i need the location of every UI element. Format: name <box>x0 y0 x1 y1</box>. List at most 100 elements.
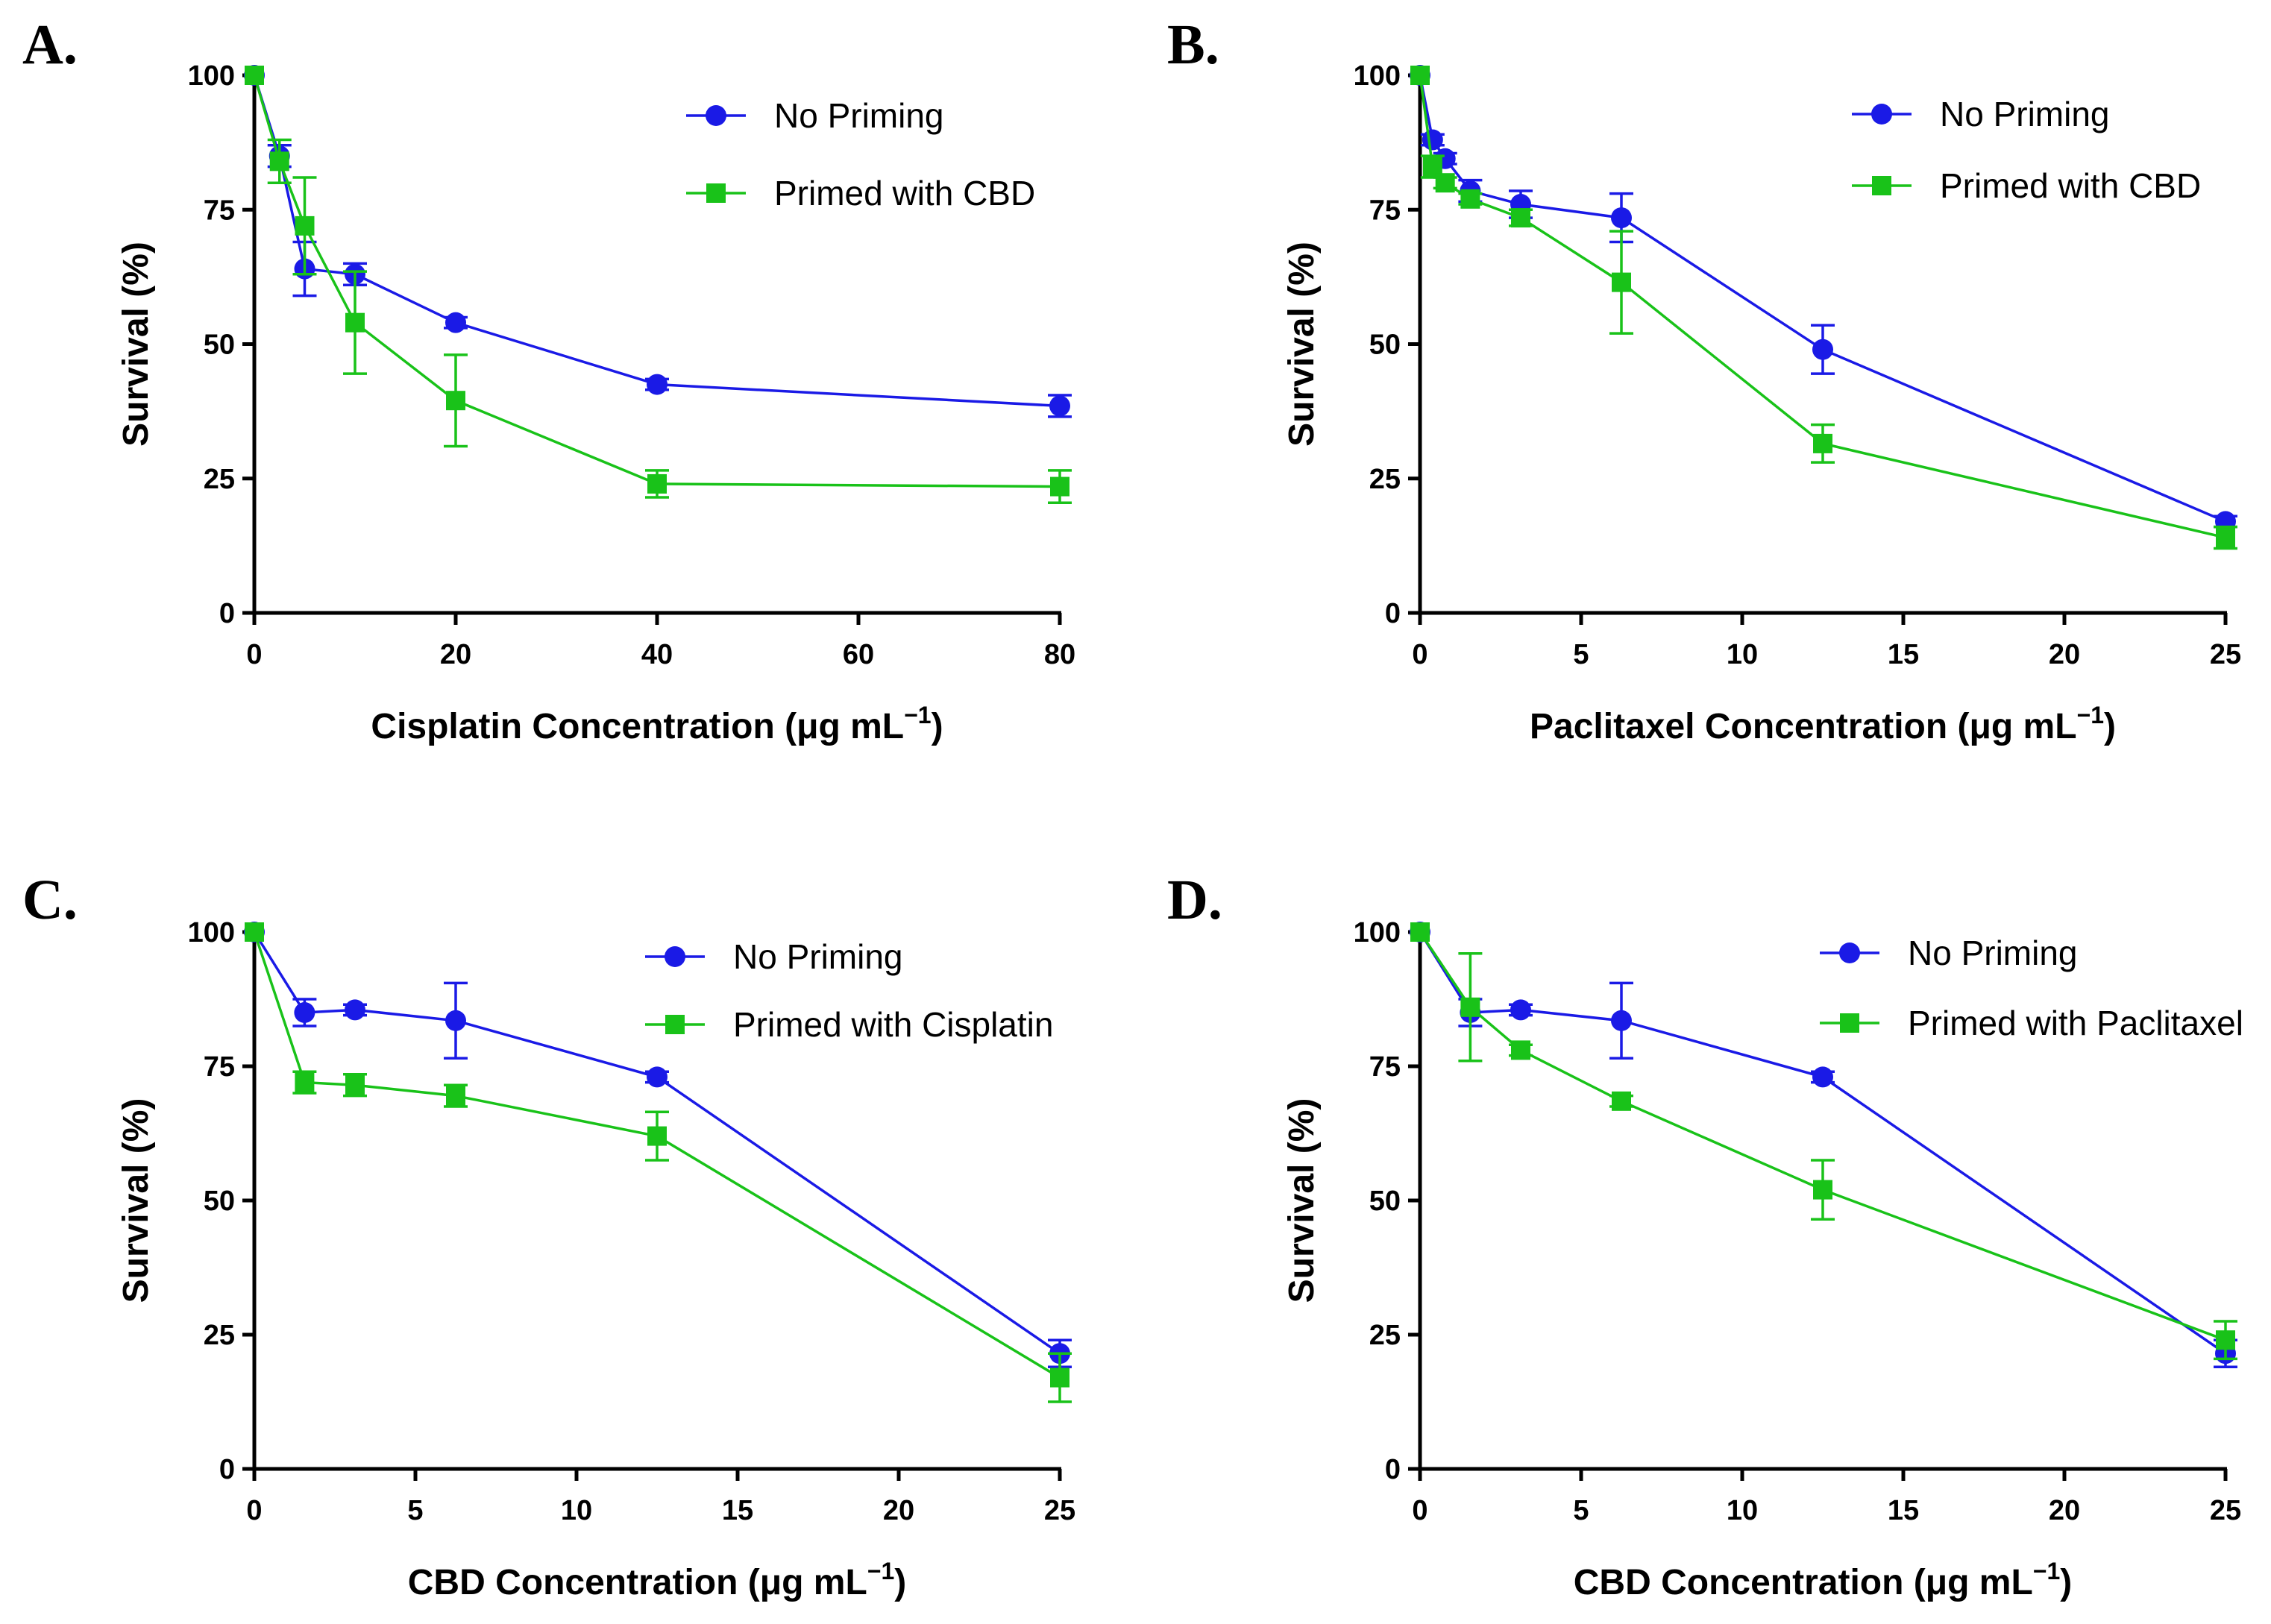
x-tick-label: 20 <box>440 639 471 670</box>
legend-label: Primed with CBD <box>1940 166 2201 205</box>
data-point <box>446 391 465 411</box>
series-line <box>253 75 1061 488</box>
data-point <box>295 1072 315 1092</box>
series-primed <box>1410 66 2237 550</box>
x-tick-label: 15 <box>722 1495 753 1526</box>
y-axis-title: Survival (%) <box>116 1098 156 1303</box>
data-point <box>1435 173 1455 193</box>
legend-item: No Priming <box>686 96 944 135</box>
x-tick-label: 0 <box>1412 1495 1427 1526</box>
data-point <box>1510 999 1531 1021</box>
y-tick-label: 0 <box>1385 1454 1401 1485</box>
y-tick-label: 25 <box>204 1320 235 1351</box>
legend-marker <box>1871 104 1892 125</box>
data-point <box>1460 997 1480 1017</box>
x-tick-label: 80 <box>1044 639 1075 670</box>
chart-panel-b: B. 0 25 50 75 100 0 5 10 15 20 25 Survival (%) Paclit… <box>1167 13 2241 746</box>
y-tick-label: 0 <box>219 598 235 629</box>
data-point <box>1422 129 1443 151</box>
data-point <box>1612 272 1631 292</box>
data-point <box>1460 189 1480 209</box>
x-axis-title-superscript: −1 <box>904 702 931 728</box>
x-axis-title-close: ) <box>932 707 943 746</box>
series-primed <box>245 922 1072 1403</box>
chart-panel-a: A. 0 25 50 75 100 0 20 40 60 80 Survival (%) Cisplat… <box>22 13 1075 746</box>
data-point <box>1611 1010 1632 1031</box>
data-point <box>647 1126 667 1146</box>
x-tick-label: 15 <box>1888 1495 1919 1526</box>
legend-marker <box>1872 176 1891 195</box>
data-point <box>1410 66 1430 85</box>
x-axis-title-main: Paclitaxel Concentration (μg mL <box>1530 707 2077 746</box>
y-tick-label: 100 <box>1354 917 1401 948</box>
series-line <box>253 931 1061 1379</box>
y-tick-label: 100 <box>188 60 235 92</box>
data-point <box>1813 433 1832 453</box>
legend-item: No Priming <box>645 937 903 976</box>
data-point <box>1050 1368 1069 1388</box>
x-tick-label: 20 <box>2049 1495 2080 1526</box>
y-tick-label: 0 <box>1385 598 1401 629</box>
legend-marker <box>1839 942 1860 963</box>
x-axis-title-main: Cisplatin Concentration (μg mL <box>371 707 904 746</box>
x-axis-title-close: ) <box>2104 707 2116 746</box>
x-axis-title: Cisplatin Concentration (μg mL−1) <box>371 702 943 746</box>
data-point <box>245 922 264 942</box>
y-tick-label: 25 <box>1369 1320 1401 1351</box>
data-point <box>245 66 264 85</box>
x-tick-label: 60 <box>843 639 874 670</box>
legend-label: No Priming <box>1908 934 2078 972</box>
y-axis-title: Survival (%) <box>116 242 156 447</box>
data-point <box>269 151 289 171</box>
data-point <box>647 473 667 494</box>
x-axis-title-main: CBD Concentration (μg mL <box>1574 1563 2033 1602</box>
x-tick-label: 5 <box>407 1495 423 1526</box>
panel-letter: C. <box>22 869 78 931</box>
x-tick-label: 25 <box>2210 639 2241 670</box>
data-point <box>1050 476 1069 497</box>
data-point <box>647 374 668 395</box>
series-line <box>1419 931 2226 1341</box>
series-line <box>1419 75 2226 539</box>
legend-marker <box>706 183 726 203</box>
y-tick-label: 0 <box>219 1454 235 1485</box>
x-tick-label: 0 <box>1412 639 1427 670</box>
x-tick-label: 10 <box>1727 639 1758 670</box>
legend-marker <box>1840 1013 1859 1033</box>
legend-label: No Priming <box>1940 95 2110 133</box>
data-point <box>2216 1330 2235 1350</box>
series-line <box>1419 931 2226 1355</box>
x-tick-label: 20 <box>883 1495 914 1526</box>
y-tick-label: 75 <box>204 1051 235 1083</box>
y-tick-label: 75 <box>1369 195 1401 226</box>
panel-letter: D. <box>1167 869 1222 931</box>
data-point <box>295 215 315 236</box>
y-tick-label: 75 <box>1369 1051 1401 1083</box>
data-point <box>1611 207 1632 229</box>
series-no-priming <box>244 65 1072 418</box>
legend-item: No Priming <box>1820 934 2078 972</box>
x-tick-label: 20 <box>2049 639 2080 670</box>
data-point <box>1511 208 1530 228</box>
legend-marker <box>665 946 685 967</box>
x-tick-label: 5 <box>1573 1495 1589 1526</box>
x-axis-title: CBD Concentration (μg mL−1) <box>408 1558 906 1602</box>
x-axis-title-close: ) <box>2060 1563 2072 1602</box>
chart-panel-c: C. 0 25 50 75 100 0 5 10 15 20 25 Survival (%) CBD Co… <box>22 869 1075 1602</box>
y-tick-label: 50 <box>1369 1186 1401 1217</box>
legend-label: Primed with Paclitaxel <box>1908 1004 2243 1042</box>
legend-item: Primed with CBD <box>686 174 1035 213</box>
x-axis-title: CBD Concentration (μg mL−1) <box>1574 1558 2072 1602</box>
data-point <box>1410 922 1430 942</box>
data-point <box>1612 1091 1631 1111</box>
data-point <box>445 312 466 333</box>
data-point <box>647 1066 668 1088</box>
data-point <box>1813 1180 1832 1200</box>
legend-item: Primed with CBD <box>1852 166 2201 205</box>
x-tick-label: 5 <box>1573 639 1589 670</box>
x-axis-title-superscript: −1 <box>2077 702 2104 728</box>
y-tick-label: 50 <box>204 1186 235 1217</box>
data-point <box>2216 528 2235 548</box>
data-point <box>445 1010 466 1031</box>
x-tick-label: 25 <box>1044 1495 1075 1526</box>
